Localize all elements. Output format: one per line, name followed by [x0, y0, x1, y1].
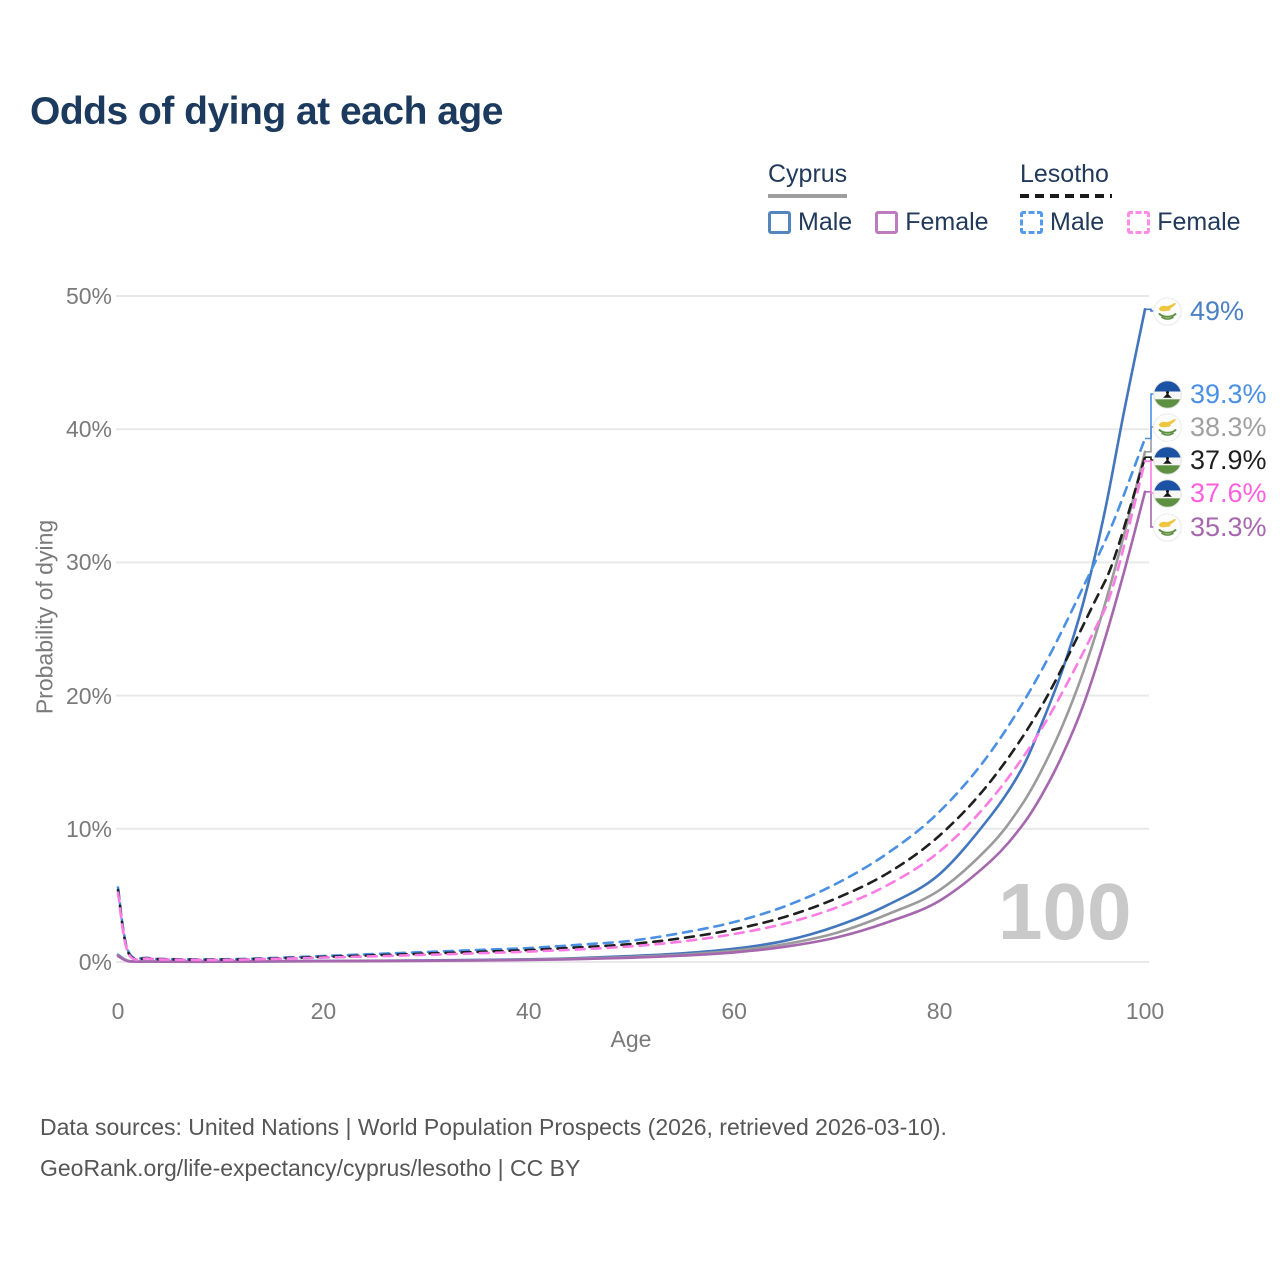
x-tick-100: 100: [1125, 998, 1165, 1024]
cyprus-line-style-sample: [768, 194, 848, 198]
legend-label-lesotho-female: Female: [1157, 208, 1241, 236]
x-tick-20: 20: [310, 998, 337, 1024]
end-label-lesotho-total: 37.9%: [1153, 445, 1267, 475]
x-tick-0: 0: [111, 998, 125, 1024]
attribution-line: GeoRank.org/life-expectancy/cyprus/lesot…: [40, 1155, 581, 1181]
lesotho-flag-icon: [1153, 445, 1182, 475]
y-tick-40: 40%: [65, 416, 112, 443]
legend-country-cyprus: Cyprus: [768, 160, 848, 188]
data-sources-line: Data sources: United Nations | World Pop…: [40, 1114, 947, 1140]
legend-toggle-cyprus-female[interactable]: Female: [875, 208, 989, 237]
x-axis-title: Age: [610, 1026, 652, 1052]
y-tick-10: 10%: [65, 815, 112, 842]
legend-group-cyprus: Cyprus Male Female: [768, 160, 989, 237]
y-axis-title: Probability of dying: [31, 519, 58, 715]
line-cyprus-total: [116, 450, 1147, 963]
legend-label-cyprus-male: Male: [798, 208, 853, 236]
age-counter-watermark: 100: [998, 867, 1132, 956]
end-value-cyprus-male: 49%: [1190, 295, 1245, 326]
legend-label-cyprus-female: Female: [905, 208, 989, 236]
x-tick-40: 40: [516, 998, 542, 1024]
end-value-cyprus-female: 35.3%: [1190, 511, 1267, 542]
end-label-lesotho-female: 37.6%: [1153, 478, 1267, 508]
cyprus-female-checkbox[interactable]: [875, 211, 899, 234]
end-label-cyprus-female: 35.3%: [1153, 512, 1267, 542]
legend-toggle-lesotho-female[interactable]: Female: [1127, 208, 1241, 237]
line-lesotho-male: [116, 437, 1147, 961]
line-lesotho-female: [116, 459, 1147, 962]
legend-label-lesotho-male: Male: [1050, 208, 1105, 236]
legend-country-lesotho: Lesotho: [1020, 160, 1109, 188]
x-tick-80: 80: [926, 998, 953, 1024]
lesotho-female-checkbox[interactable]: [1127, 211, 1151, 234]
lesotho-male-checkbox[interactable]: [1020, 211, 1043, 234]
end-value-lesotho-total: 37.9%: [1190, 444, 1267, 475]
end-value-cyprus-total: 38.3%: [1190, 411, 1267, 442]
lesotho-flag-icon: [1153, 379, 1182, 409]
end-value-lesotho-male: 39.3%: [1190, 378, 1267, 409]
legend-toggle-lesotho-male[interactable]: Male: [1020, 208, 1104, 237]
end-value-lesotho-female: 37.6%: [1190, 477, 1267, 508]
legend-group-lesotho: Lesotho Male Female: [1020, 160, 1241, 237]
cyprus-flag-icon: [1153, 512, 1182, 542]
end-label-lesotho-male: 39.3%: [1153, 379, 1267, 409]
y-tick-0: 0%: [78, 949, 112, 975]
end-label-cyprus-total: 38.3%: [1153, 412, 1267, 442]
x-tick-60: 60: [721, 998, 747, 1024]
cyprus-flag-icon: [1153, 296, 1182, 326]
y-tick-50: 50%: [65, 283, 112, 309]
legend-toggle-cyprus-male[interactable]: Male: [768, 208, 852, 237]
line-cyprus-female: [116, 490, 1147, 964]
cyprus-male-checkbox[interactable]: [768, 211, 791, 234]
page-title: Odds of dying at each age: [30, 90, 503, 133]
footer: Data sources: United Nations | World Pop…: [40, 1107, 947, 1189]
y-tick-30: 30%: [65, 549, 112, 576]
lesotho-flag-icon: [1153, 478, 1182, 508]
y-tick-20: 20%: [65, 682, 112, 709]
line-cyprus-male: [116, 308, 1147, 963]
lesotho-line-style-sample: [1020, 194, 1113, 198]
cyprus-flag-icon: [1153, 412, 1182, 442]
end-label-cyprus-male: 49%: [1153, 296, 1244, 326]
line-lesotho-total: [116, 455, 1147, 961]
